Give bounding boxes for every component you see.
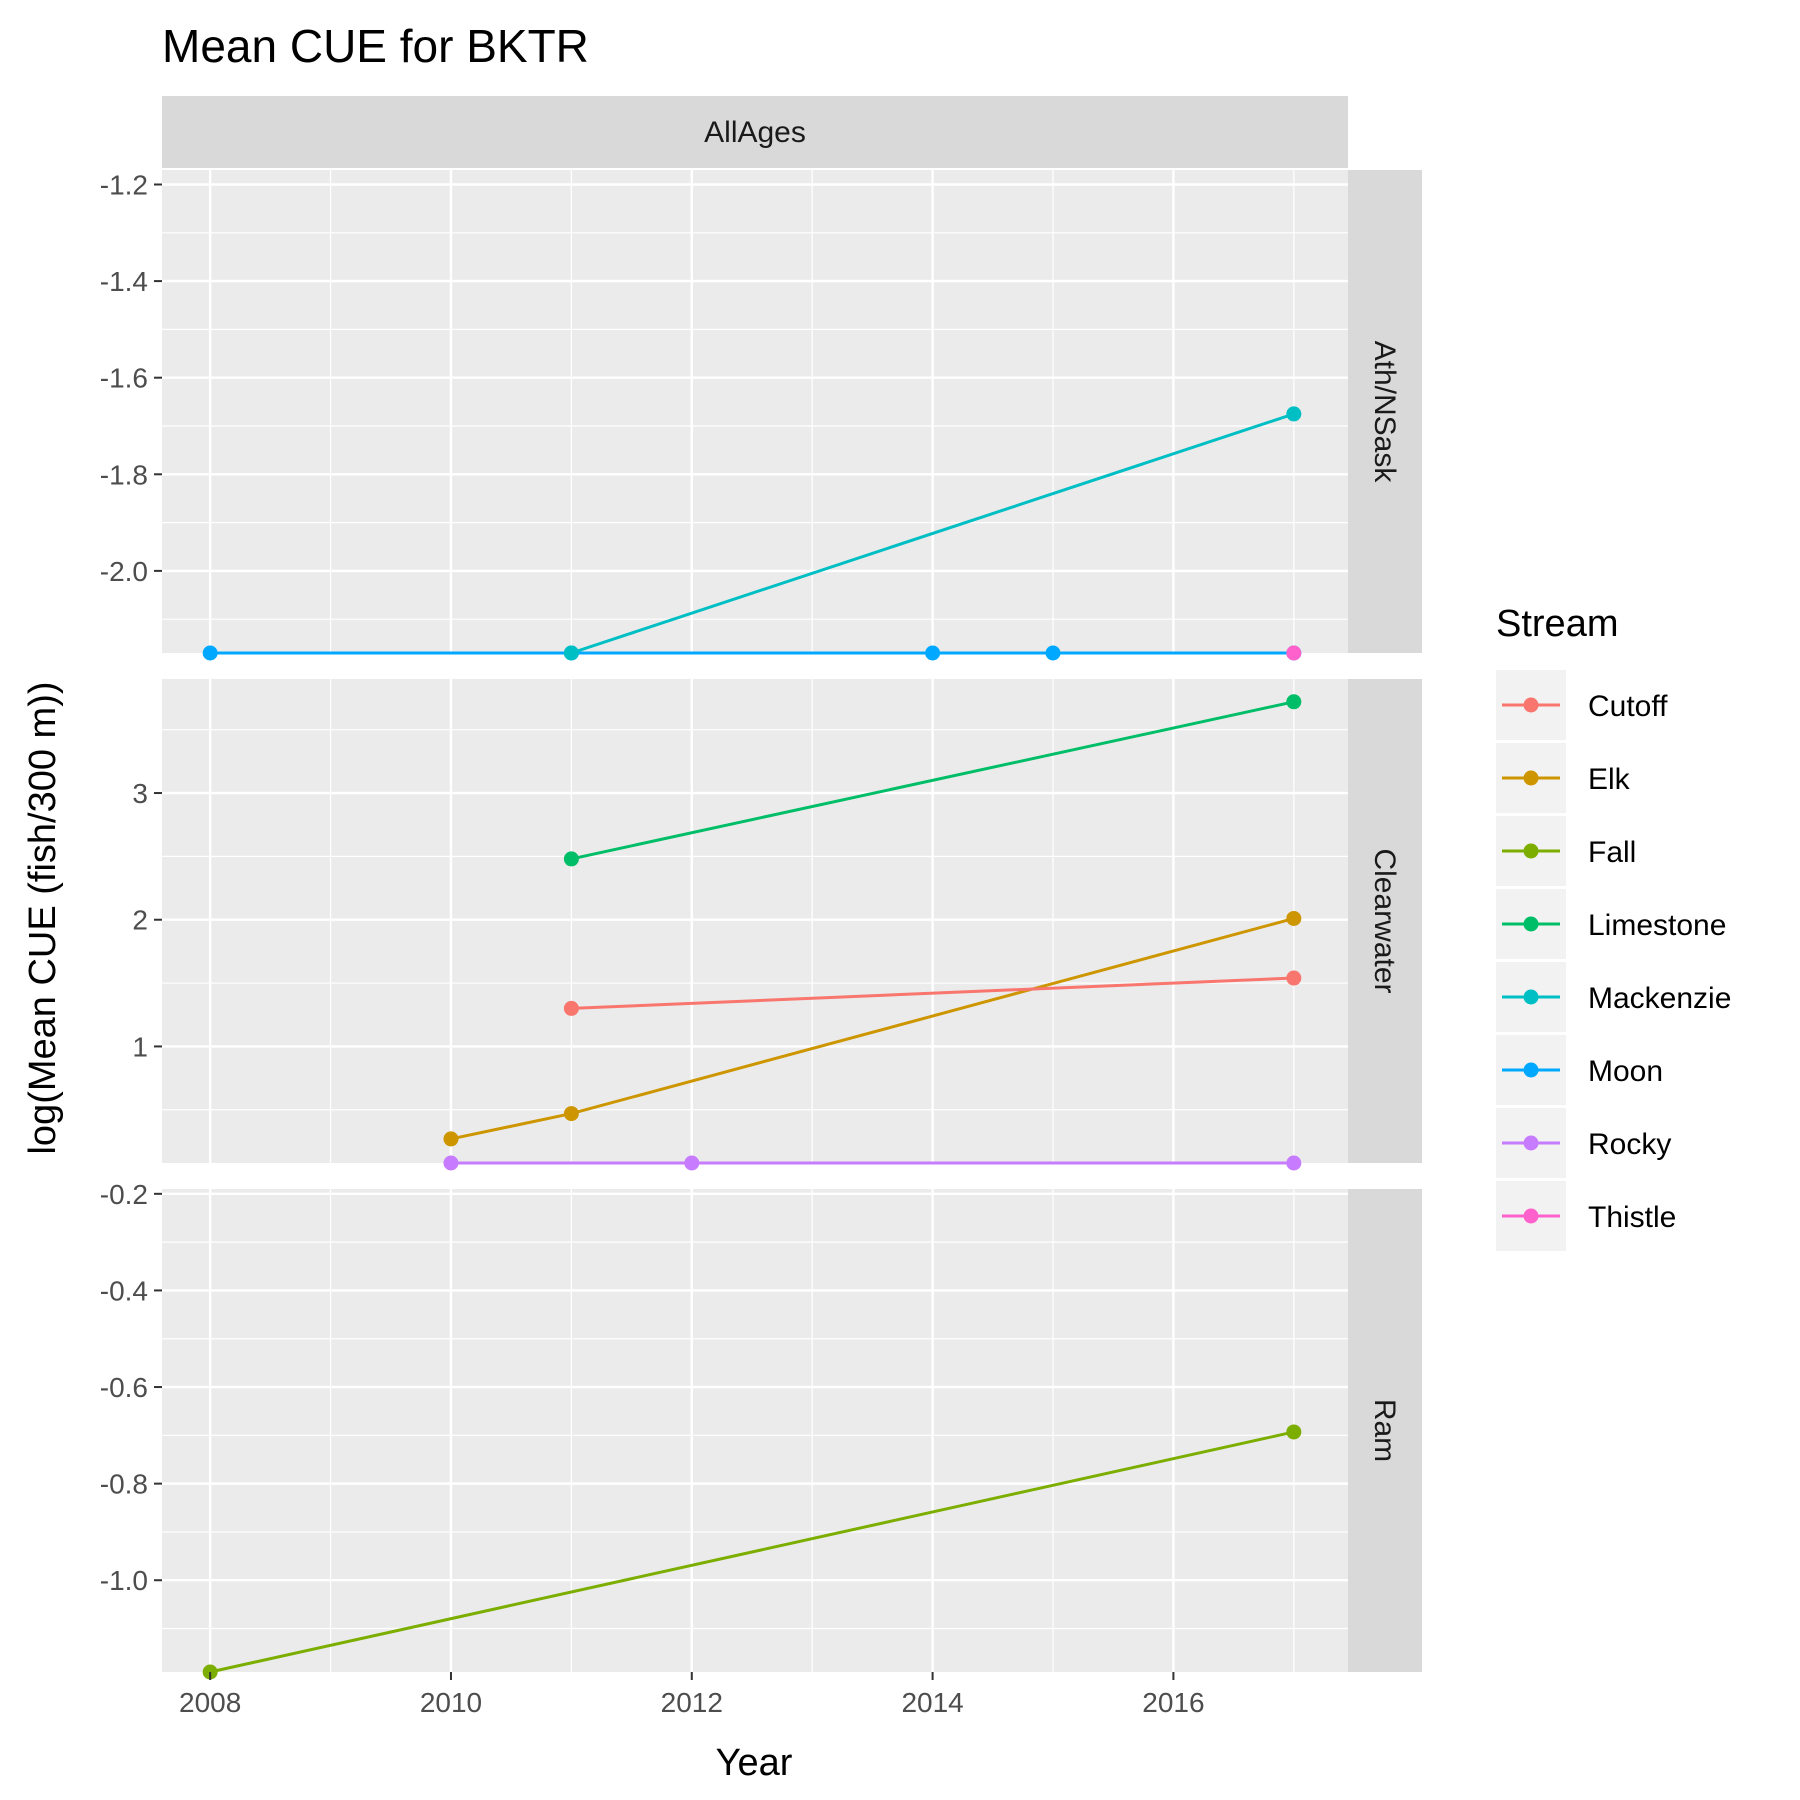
legend-label: Fall <box>1588 836 1636 869</box>
y-tick-label: -1.6 <box>100 363 148 394</box>
data-point <box>1286 645 1302 661</box>
legend-entry: Fall <box>1496 816 1636 886</box>
legend-label: Elk <box>1588 763 1631 796</box>
series-fall <box>202 1424 1302 1680</box>
panel-background <box>162 170 1348 653</box>
series-cutoff <box>563 970 1302 1016</box>
x-tick-label: 2010 <box>420 1687 482 1718</box>
y-tick-label: 3 <box>132 778 148 809</box>
legend-label: Mackenzie <box>1588 982 1731 1015</box>
facet-strip-right <box>1348 679 1422 1163</box>
data-point <box>1045 645 1061 661</box>
legend-key-point <box>1523 989 1539 1005</box>
data-point <box>1286 1424 1302 1440</box>
data-point <box>202 645 218 661</box>
y-tick-label: -0.6 <box>100 1372 148 1403</box>
facet-strip-label: Ath/NSask <box>1368 341 1401 484</box>
data-point <box>684 1155 700 1171</box>
legend-label: Rocky <box>1588 1128 1671 1161</box>
y-tick-label: 1 <box>132 1031 148 1062</box>
legend-entry: Thistle <box>1496 1181 1676 1251</box>
series-thistle <box>1286 645 1302 661</box>
legend-key-point <box>1523 770 1539 786</box>
legend-key-point <box>1523 1062 1539 1078</box>
legend-label: Thistle <box>1588 1201 1676 1234</box>
y-tick-label: -0.2 <box>100 1179 148 1210</box>
facet-strip-label: Ram <box>1368 1399 1401 1462</box>
facet-strip-top <box>162 96 1348 168</box>
data-point <box>1286 910 1302 926</box>
legend-label: Moon <box>1588 1055 1663 1088</box>
data-point <box>1286 1155 1302 1171</box>
data-point <box>563 851 579 867</box>
data-point <box>563 645 579 661</box>
series-line <box>209 1430 1295 1674</box>
legend-label: Limestone <box>1588 909 1726 942</box>
facet-panel: -2.0 -1.8 -1.6 -1.4 -1.2 Ath/NSask <box>100 169 1422 661</box>
y-tick-label: -1.8 <box>100 459 148 490</box>
facet-strip-right <box>1348 1189 1422 1672</box>
series-line <box>570 412 1295 655</box>
x-axis: 2008 2010 2012 2014 2016 <box>179 1672 1205 1718</box>
y-tick-label: -1.0 <box>100 1565 148 1596</box>
panel-background <box>162 1189 1348 1672</box>
legend-entry: Moon <box>1496 1035 1663 1105</box>
x-tick-label: 2016 <box>1142 1687 1204 1718</box>
legend-key-point <box>1523 1135 1539 1151</box>
series-mackenzie <box>563 406 1302 661</box>
legend-key-point <box>1523 1208 1539 1224</box>
series-limestone <box>563 694 1302 867</box>
x-tick-label: 2014 <box>901 1687 963 1718</box>
legend-entry: Elk <box>1496 743 1631 813</box>
series-rocky <box>443 1155 1302 1171</box>
x-tick-label: 2012 <box>661 1687 723 1718</box>
legend-label: Cutoff <box>1588 690 1668 723</box>
data-point <box>1286 970 1302 986</box>
legend-entry: Cutoff <box>1496 670 1668 740</box>
chart-title: Mean CUE for BKTR <box>162 20 589 72</box>
y-tick-label: 2 <box>132 905 148 936</box>
data-point <box>443 1155 459 1171</box>
legend-key-point <box>1523 843 1539 859</box>
facet-panels: AllAges -2.0 -1.8 -1.6 -1.4 -1.2 Ath/NSask 1 2 3 C… <box>100 96 1422 1680</box>
y-axis-label: log(Mean CUE (fish/300 m)) <box>22 681 64 1154</box>
data-point <box>563 1106 579 1122</box>
y-tick-label: -1.2 <box>100 169 148 200</box>
data-point <box>1286 694 1302 710</box>
facet-strip-right <box>1348 170 1422 653</box>
panel-background <box>162 679 1348 1163</box>
data-point <box>925 645 941 661</box>
series-line <box>571 700 1295 861</box>
facet-panel: -1.0 -0.8 -0.6 -0.4 -0.2 Ram <box>100 1179 1422 1680</box>
series-elk <box>443 910 1302 1147</box>
y-tick-label: -1.4 <box>100 266 148 297</box>
facet-panel: 1 2 3 Clearwater <box>132 679 1422 1171</box>
y-tick-label: -2.0 <box>100 556 148 587</box>
y-tick-label: -0.8 <box>100 1469 148 1500</box>
facet-strip-label: Clearwater <box>1368 848 1401 993</box>
legend-entry: Rocky <box>1496 1108 1671 1178</box>
legend-key-point <box>1523 697 1539 713</box>
legend-entry: Limestone <box>1496 889 1726 959</box>
data-point <box>563 1000 579 1016</box>
data-point <box>1286 406 1302 422</box>
x-tick-label: 2008 <box>179 1687 241 1718</box>
legend-entry: Mackenzie <box>1496 962 1731 1032</box>
legend-key-point <box>1523 916 1539 932</box>
legend-title: Stream <box>1496 603 1618 645</box>
legend: Stream Cutoff Elk Fall Limestone Mackenzie Moo… <box>1496 603 1731 1251</box>
series-line <box>571 976 1294 1010</box>
x-axis-label: Year <box>716 1742 793 1784</box>
data-point <box>443 1131 459 1147</box>
facet-strip-label: AllAges <box>704 116 806 149</box>
y-tick-label: -0.4 <box>100 1275 148 1306</box>
